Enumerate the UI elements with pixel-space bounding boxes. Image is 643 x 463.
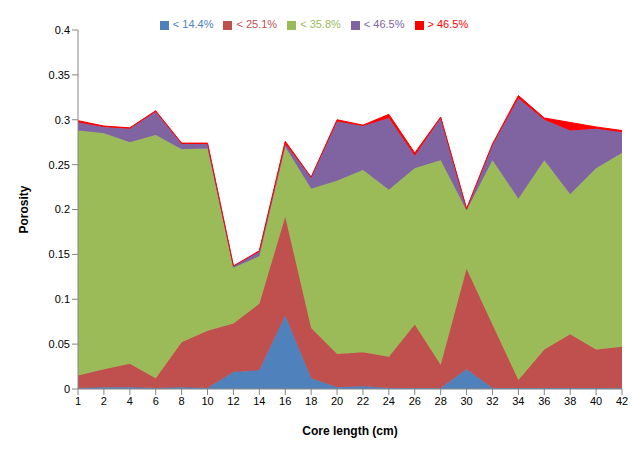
svg-text:36: 36 [538,395,550,407]
svg-text:0.25: 0.25 [49,159,70,171]
svg-text:22: 22 [357,395,369,407]
svg-text:14: 14 [253,395,265,407]
svg-text:28: 28 [435,395,447,407]
svg-text:0.3: 0.3 [55,114,70,126]
svg-text:6: 6 [153,395,159,407]
svg-text:40: 40 [590,395,602,407]
svg-text:0.4: 0.4 [55,24,70,36]
svg-text:2: 2 [101,395,107,407]
html-text:< 35.8%: < 35.8% [300,18,341,30]
svg-text:20: 20 [331,395,343,407]
svg-text:30: 30 [460,395,472,407]
svg-text:0.05: 0.05 [49,338,70,350]
html-text:< 14.4%: < 14.4% [172,18,214,30]
svg-text:34: 34 [512,395,524,407]
svg-text:0.1: 0.1 [55,293,70,305]
svg-text:Porosity: Porosity [17,185,31,233]
svg-text:10: 10 [201,395,213,407]
svg-text:42: 42 [616,395,628,407]
svg-text:26: 26 [409,395,421,407]
svg-text:Core length (cm): Core length (cm) [302,424,397,438]
svg-text:0.35: 0.35 [49,69,70,81]
svg-text:38: 38 [564,395,576,407]
svg-text:0.15: 0.15 [49,248,70,260]
svg-text:1: 1 [75,395,81,407]
svg-text:24: 24 [383,395,395,407]
svg-text:16: 16 [279,395,291,407]
html-text:< 25.1%: < 25.1% [236,18,278,30]
svg-text:0.2: 0.2 [55,203,70,215]
svg-text:12: 12 [227,395,239,407]
html-text:> 46.5%: > 46.5% [427,18,469,30]
svg-text:4: 4 [127,395,133,407]
svg-text:18: 18 [305,395,317,407]
svg-text:8: 8 [179,395,185,407]
html-text:< 46.5%: < 46.5% [363,18,405,30]
svg-text:32: 32 [486,395,498,407]
svg-text:0: 0 [64,383,70,395]
